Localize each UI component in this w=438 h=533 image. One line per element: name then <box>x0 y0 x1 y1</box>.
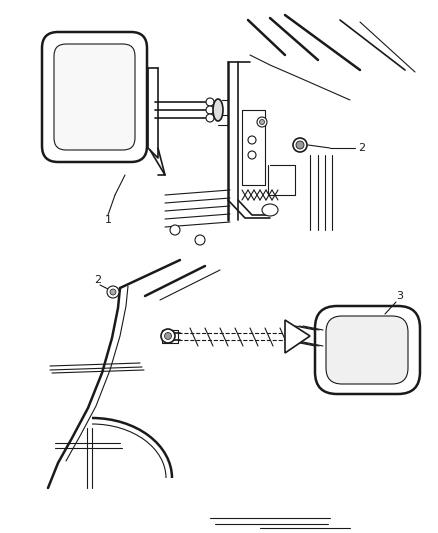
Circle shape <box>206 114 214 122</box>
Circle shape <box>259 119 265 125</box>
Circle shape <box>248 151 256 159</box>
Circle shape <box>296 141 304 149</box>
Text: 1: 1 <box>105 215 112 225</box>
Text: 2: 2 <box>95 275 102 285</box>
Ellipse shape <box>213 99 223 121</box>
Circle shape <box>293 138 307 152</box>
Circle shape <box>170 225 180 235</box>
Circle shape <box>195 235 205 245</box>
Text: 2: 2 <box>358 143 366 153</box>
Polygon shape <box>285 320 310 353</box>
Circle shape <box>206 106 214 114</box>
FancyBboxPatch shape <box>42 32 147 162</box>
Text: 3: 3 <box>396 291 403 301</box>
Circle shape <box>161 329 175 343</box>
FancyBboxPatch shape <box>315 306 420 394</box>
Circle shape <box>110 289 116 295</box>
FancyBboxPatch shape <box>326 316 408 384</box>
Ellipse shape <box>262 204 278 216</box>
Circle shape <box>257 117 267 127</box>
Circle shape <box>206 98 214 106</box>
Circle shape <box>165 333 172 340</box>
Circle shape <box>107 286 119 298</box>
Circle shape <box>248 136 256 144</box>
FancyBboxPatch shape <box>54 44 135 150</box>
